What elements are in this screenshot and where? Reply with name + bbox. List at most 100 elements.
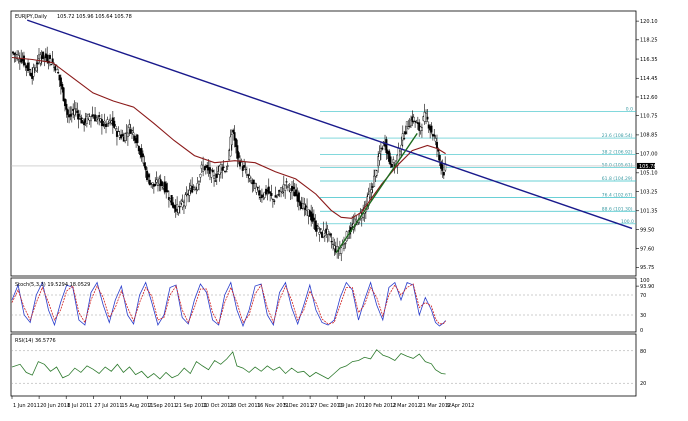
- stochastic-levels: [11, 294, 636, 316]
- time-tick-label: 10 Feb 2012: [365, 403, 396, 409]
- time-tick-label: 20 Jun 2011: [40, 403, 70, 409]
- price-bar-body: [252, 179, 255, 184]
- price-bar-body: [74, 108, 77, 110]
- price-bar-body: [213, 175, 216, 179]
- price-bar-body: [114, 126, 117, 129]
- time-tick-label: 10 Oct 2011: [203, 403, 234, 409]
- price-panel[interactable]: 0.023.6 (108.54)38.2 (106.92)50.0 (105.6…: [10, 10, 658, 290]
- price-bar-body: [288, 184, 291, 186]
- price-bar-body: [143, 162, 146, 167]
- price-bar-body: [81, 118, 84, 121]
- price-tick-label: 107.00: [640, 151, 658, 157]
- price-bar-body: [239, 160, 242, 167]
- price-bar-body: [247, 174, 250, 176]
- price-bar-body: [258, 190, 261, 196]
- price-bar-body: [91, 114, 94, 117]
- price-bar-body: [70, 113, 73, 115]
- price-bar-body: [191, 185, 194, 193]
- price-bar-body: [50, 64, 53, 66]
- price-bar-body: [241, 166, 244, 171]
- price-bar-body: [176, 204, 179, 210]
- price-bar-body: [161, 181, 164, 187]
- price-bar-body: [95, 118, 98, 120]
- time-tick-label: 1 Jun 2011: [13, 403, 40, 409]
- price-bar-body: [347, 236, 350, 239]
- time-tick-label: 5 Dec 2011: [284, 403, 313, 409]
- rsi-tick-label: 80: [640, 349, 646, 355]
- price-bar-body: [48, 55, 51, 59]
- time-tick-label: 2 Mar 2012: [392, 403, 421, 409]
- price-bar-body: [271, 198, 274, 201]
- price-bar-body: [121, 134, 124, 137]
- price-bar-body: [441, 164, 444, 171]
- price-tick-label: 101.35: [640, 209, 658, 215]
- price-bar-body: [316, 226, 319, 229]
- price-bar-body: [234, 138, 237, 147]
- support-trendline: [335, 132, 418, 254]
- price-bar-body: [389, 156, 392, 165]
- time-tick-label: 16 Nov 2011: [257, 403, 289, 409]
- price-bar-body: [263, 191, 266, 198]
- price-bar-body: [390, 163, 393, 168]
- price-bar-body: [280, 187, 283, 192]
- rsi-tick-label: 20: [640, 381, 646, 387]
- price-bar-body: [442, 172, 445, 176]
- price-bar-body: [59, 77, 62, 87]
- fib-level-label: 100.0: [621, 219, 634, 225]
- price-bar-body: [292, 186, 295, 190]
- price-bar-body: [57, 72, 60, 74]
- price-bar-body: [13, 52, 16, 55]
- price-bar-body: [103, 120, 106, 123]
- ohlc-readout: 105.72 105.96 105.64 105.78: [57, 14, 132, 20]
- price-bar-body: [408, 126, 411, 128]
- price-bar-body: [215, 173, 218, 178]
- price-bar-body: [24, 63, 27, 65]
- price-bar-body: [177, 206, 180, 214]
- stochastic-tick-label: 100: [640, 278, 650, 284]
- price-bar-body: [284, 184, 287, 191]
- price-tick-label: 114.45: [640, 76, 658, 82]
- price-bar-body: [329, 233, 332, 236]
- price-bar-body: [333, 245, 336, 249]
- price-bar-body: [206, 164, 209, 168]
- fib-level-label: 0.0: [626, 107, 633, 113]
- stochastic-panel[interactable]: 100 70 30 0 Stoch(5,3,3) 19.5294 18.0529: [10, 277, 650, 334]
- price-bar-body: [319, 228, 322, 230]
- price-bar-body: [225, 171, 228, 173]
- price-bar-body: [61, 84, 64, 90]
- price-bar-body: [89, 116, 92, 122]
- price-bar-body: [256, 187, 259, 189]
- last-price-marker: [637, 162, 655, 169]
- fib-level-label: 76.4 (102.67): [602, 192, 633, 198]
- rsi-axis: 80 20: [640, 349, 646, 387]
- price-bar-body: [418, 122, 421, 131]
- price-bar-body: [221, 167, 224, 171]
- rsi-panel-frame: [10, 333, 637, 397]
- price-tick-label: 97.60: [640, 246, 654, 252]
- price-bar-body: [379, 148, 382, 152]
- price-bar-body: [170, 195, 173, 206]
- price-bar-body: [375, 170, 378, 176]
- price-bar-body: [148, 179, 151, 186]
- price-tick-label: 103.25: [640, 189, 658, 195]
- price-bar-body: [401, 133, 404, 141]
- fibonacci-levels: 0.023.6 (108.54)38.2 (106.92)50.0 (105.6…: [11, 107, 636, 225]
- price-bar-body: [434, 138, 437, 142]
- price-bar-body: [435, 141, 438, 149]
- price-bar-body: [236, 145, 239, 159]
- time-tick-label: 27 Jul 2011: [94, 403, 122, 409]
- price-bar-body: [36, 62, 39, 65]
- price-bar-body: [155, 179, 158, 183]
- price-bar-body: [73, 108, 76, 116]
- price-bar-body: [340, 247, 343, 254]
- price-bar-body: [96, 117, 99, 119]
- rsi-panel[interactable]: 80 20 RSI(14) 36.5776: [10, 333, 646, 397]
- price-bar-body: [85, 116, 88, 124]
- price-tick-label: 99.50: [640, 227, 654, 233]
- price-bar-body: [323, 233, 326, 236]
- price-bar-body: [62, 87, 65, 102]
- price-bar-body: [32, 67, 35, 77]
- price-bar-body: [107, 122, 110, 124]
- price-bar-body: [281, 191, 284, 194]
